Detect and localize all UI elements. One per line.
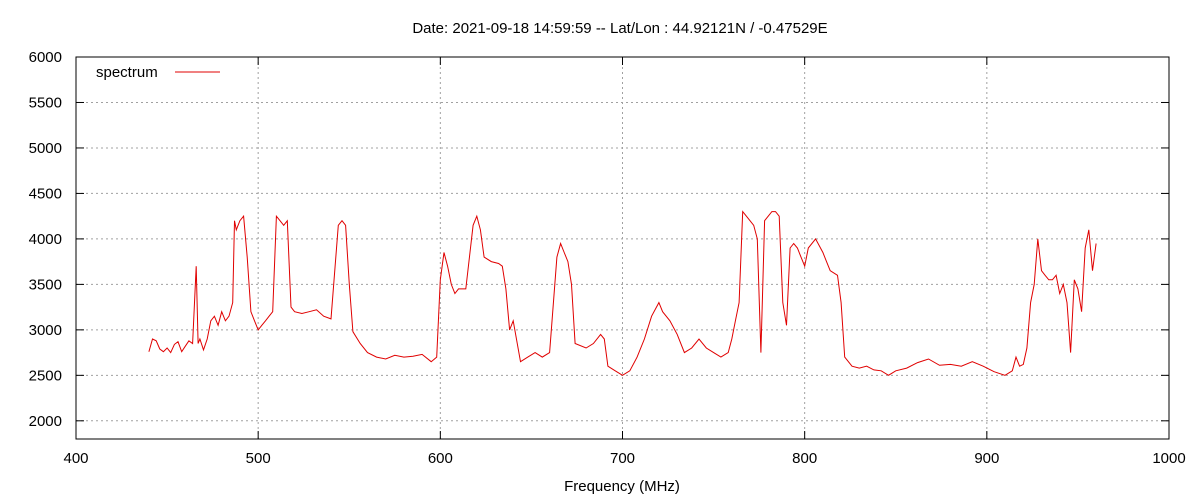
chart-title: Date: 2021-09-18 14:59:59 -- Lat/Lon : 4… [412,20,827,37]
y-tick-label: 4500 [29,185,62,202]
y-tick-label: 5000 [29,140,62,157]
x-tick-label: 900 [974,450,999,467]
x-tick-label: 400 [63,450,88,467]
plot-frame [75,56,1170,440]
x-tick-label: 800 [792,450,817,467]
x-tick-label: 700 [610,450,635,467]
y-tick-label: 4000 [29,231,62,248]
grid-lines [76,57,1169,439]
y-tick-label: 5500 [29,94,62,111]
legend-label-spectrum: spectrum [96,64,158,81]
y-tick-label: 6000 [29,49,62,66]
y-tick-label: 3500 [29,276,62,293]
y-axis-ticks: 2000 2500 3000 3500 4000 4500 5000 5500 6000 [29,49,1169,430]
y-tick-label: 2500 [29,367,62,384]
x-axis-label: Frequency (MHz) [564,478,680,495]
x-axis-ticks: 400 500 600 700 800 900 1000 [63,57,1186,467]
series-line-spectrum [148,210,1097,376]
x-tick-label: 1000 [1152,450,1185,467]
y-tick-label: 3000 [29,322,62,339]
y-tick-label: 2000 [29,413,62,430]
x-tick-label: 600 [428,450,453,467]
legend: spectrum [96,64,220,81]
x-tick-label: 500 [246,450,271,467]
